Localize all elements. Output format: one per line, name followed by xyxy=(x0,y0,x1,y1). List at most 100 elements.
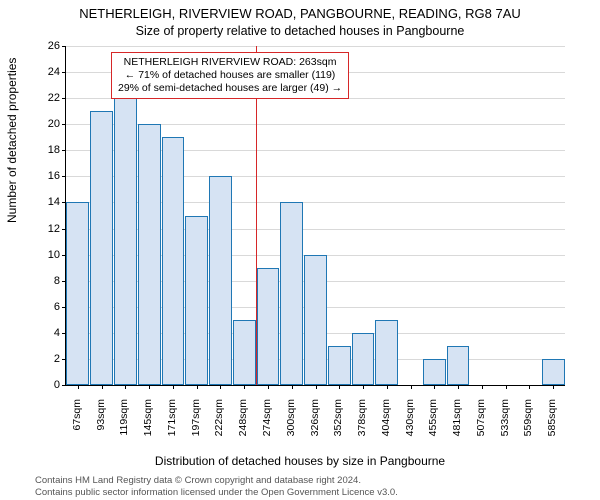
y-tick-label: 16 xyxy=(30,170,60,182)
chart-title-address: NETHERLEIGH, RIVERVIEW ROAD, PANGBOURNE,… xyxy=(0,6,600,21)
histogram-bar xyxy=(66,202,89,385)
y-tick-label: 24 xyxy=(30,66,60,78)
y-axis-label: Number of detached properties xyxy=(5,58,19,223)
histogram-bar xyxy=(114,98,137,385)
histogram-bar xyxy=(209,176,232,385)
x-tick-label: 67sqm xyxy=(71,399,83,459)
x-tick-mark xyxy=(363,385,364,389)
x-tick-label: 326sqm xyxy=(309,399,321,459)
y-tick-label: 18 xyxy=(30,144,60,156)
x-tick-label: 171sqm xyxy=(166,399,178,459)
footer-line-1: Contains HM Land Registry data © Crown c… xyxy=(35,475,361,486)
x-tick-label: 559sqm xyxy=(522,399,534,459)
x-tick-mark xyxy=(292,385,293,389)
x-tick-label: 507sqm xyxy=(475,399,487,459)
x-tick-label: 222sqm xyxy=(213,399,225,459)
y-tick-mark xyxy=(62,202,66,203)
y-tick-mark xyxy=(62,124,66,125)
y-tick-label: 26 xyxy=(30,40,60,52)
histogram-bar xyxy=(185,216,208,386)
y-tick-mark xyxy=(62,98,66,99)
histogram-bar xyxy=(90,111,113,385)
y-tick-label: 22 xyxy=(30,92,60,104)
x-tick-mark xyxy=(125,385,126,389)
footer-line-2: Contains public sector information licen… xyxy=(35,487,398,498)
y-tick-mark xyxy=(62,333,66,334)
x-axis-label: Distribution of detached houses by size … xyxy=(0,454,600,468)
annot-line-2: ← 71% of detached houses are smaller (11… xyxy=(118,69,342,82)
y-tick-label: 14 xyxy=(30,196,60,208)
x-tick-label: 352sqm xyxy=(332,399,344,459)
annot-line-1: NETHERLEIGH RIVERVIEW ROAD: 263sqm xyxy=(118,56,342,69)
x-tick-mark xyxy=(102,385,103,389)
x-tick-mark xyxy=(244,385,245,389)
histogram-bar xyxy=(304,255,327,385)
histogram-bar xyxy=(542,359,565,385)
gridline xyxy=(66,46,565,47)
x-tick-label: 533sqm xyxy=(499,399,511,459)
histogram-bar xyxy=(447,346,470,385)
x-tick-mark xyxy=(339,385,340,389)
y-tick-mark xyxy=(62,46,66,47)
x-tick-label: 119sqm xyxy=(118,399,130,459)
y-tick-mark xyxy=(62,385,66,386)
histogram-bar xyxy=(233,320,256,385)
histogram-bar xyxy=(328,346,351,385)
x-tick-label: 481sqm xyxy=(451,399,463,459)
x-tick-label: 300sqm xyxy=(285,399,297,459)
x-tick-mark xyxy=(220,385,221,389)
y-tick-label: 2 xyxy=(30,353,60,365)
x-tick-mark xyxy=(387,385,388,389)
x-tick-mark xyxy=(173,385,174,389)
chart-container: { "chart": { "type": "bar", "title_line1… xyxy=(0,0,600,500)
chart-subtitle: Size of property relative to detached ho… xyxy=(0,24,600,38)
y-tick-mark xyxy=(62,255,66,256)
y-tick-label: 10 xyxy=(30,249,60,261)
y-tick-label: 12 xyxy=(30,223,60,235)
x-tick-mark xyxy=(316,385,317,389)
y-tick-label: 4 xyxy=(30,327,60,339)
y-tick-mark xyxy=(62,359,66,360)
x-tick-label: 378sqm xyxy=(356,399,368,459)
histogram-bar xyxy=(162,137,185,385)
x-tick-mark xyxy=(78,385,79,389)
histogram-bar xyxy=(257,268,280,385)
x-tick-mark xyxy=(268,385,269,389)
y-tick-mark xyxy=(62,176,66,177)
x-tick-mark xyxy=(506,385,507,389)
x-tick-mark xyxy=(149,385,150,389)
annotation-box: NETHERLEIGH RIVERVIEW ROAD: 263sqm← 71% … xyxy=(111,52,349,99)
x-tick-mark xyxy=(434,385,435,389)
x-tick-mark xyxy=(482,385,483,389)
x-tick-mark xyxy=(529,385,530,389)
x-tick-label: 585sqm xyxy=(546,399,558,459)
histogram-bar xyxy=(352,333,375,385)
x-tick-label: 145sqm xyxy=(142,399,154,459)
x-tick-mark xyxy=(553,385,554,389)
x-tick-label: 197sqm xyxy=(190,399,202,459)
x-tick-mark xyxy=(411,385,412,389)
x-tick-label: 455sqm xyxy=(427,399,439,459)
y-tick-label: 20 xyxy=(30,118,60,130)
histogram-bar xyxy=(423,359,446,385)
x-tick-label: 404sqm xyxy=(380,399,392,459)
plot-area: NETHERLEIGH RIVERVIEW ROAD: 263sqm← 71% … xyxy=(65,46,565,386)
y-tick-mark xyxy=(62,150,66,151)
y-tick-label: 6 xyxy=(30,301,60,313)
histogram-bar xyxy=(138,124,161,385)
x-tick-mark xyxy=(197,385,198,389)
y-tick-mark xyxy=(62,229,66,230)
histogram-bar xyxy=(375,320,398,385)
y-tick-label: 8 xyxy=(30,275,60,287)
x-tick-label: 93sqm xyxy=(95,399,107,459)
histogram-bar xyxy=(280,202,303,385)
x-tick-mark xyxy=(458,385,459,389)
y-tick-mark xyxy=(62,72,66,73)
x-tick-label: 248sqm xyxy=(237,399,249,459)
y-tick-label: 0 xyxy=(30,379,60,391)
x-tick-label: 430sqm xyxy=(404,399,416,459)
annot-line-3: 29% of semi-detached houses are larger (… xyxy=(118,82,342,95)
y-tick-mark xyxy=(62,307,66,308)
x-tick-label: 274sqm xyxy=(261,399,273,459)
y-tick-mark xyxy=(62,281,66,282)
